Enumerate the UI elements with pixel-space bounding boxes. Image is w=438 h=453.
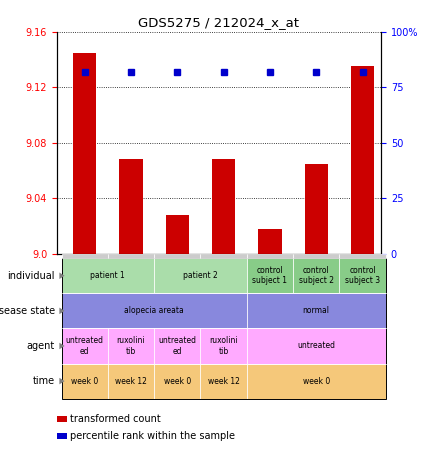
Bar (212, 159, 235, 254)
Text: week 12: week 12 (208, 376, 240, 386)
Text: control
subject 3: control subject 3 (345, 266, 380, 285)
Bar (351, 67, 374, 254)
Text: agent: agent (27, 341, 55, 351)
Text: patient 1: patient 1 (91, 271, 125, 280)
Text: ruxolini
tib: ruxolini tib (209, 336, 238, 356)
Text: untreated: untreated (297, 342, 335, 351)
Text: untreated
ed: untreated ed (66, 336, 104, 356)
Text: patient 2: patient 2 (183, 271, 218, 280)
Text: control
subject 2: control subject 2 (299, 266, 334, 285)
Text: GDS5275 / 212024_x_at: GDS5275 / 212024_x_at (138, 16, 300, 29)
Bar (305, 164, 328, 254)
Text: time: time (33, 376, 55, 386)
Text: control
subject 1: control subject 1 (252, 266, 287, 285)
Text: individual: individual (7, 271, 55, 281)
Bar (120, 159, 143, 254)
Text: untreated
ed: untreated ed (158, 336, 196, 356)
Text: week 0: week 0 (164, 376, 191, 386)
Text: week 0: week 0 (303, 376, 330, 386)
Bar (73, 53, 96, 254)
Text: alopecia areata: alopecia areata (124, 306, 184, 315)
Text: disease state: disease state (0, 306, 55, 316)
Text: percentile rank within the sample: percentile rank within the sample (70, 431, 235, 441)
Text: ruxolini
tib: ruxolini tib (117, 336, 145, 356)
Text: week 0: week 0 (71, 376, 99, 386)
Bar (258, 229, 282, 254)
Text: normal: normal (303, 306, 330, 315)
Bar (166, 215, 189, 254)
Text: transformed count: transformed count (70, 414, 161, 424)
Text: week 12: week 12 (115, 376, 147, 386)
